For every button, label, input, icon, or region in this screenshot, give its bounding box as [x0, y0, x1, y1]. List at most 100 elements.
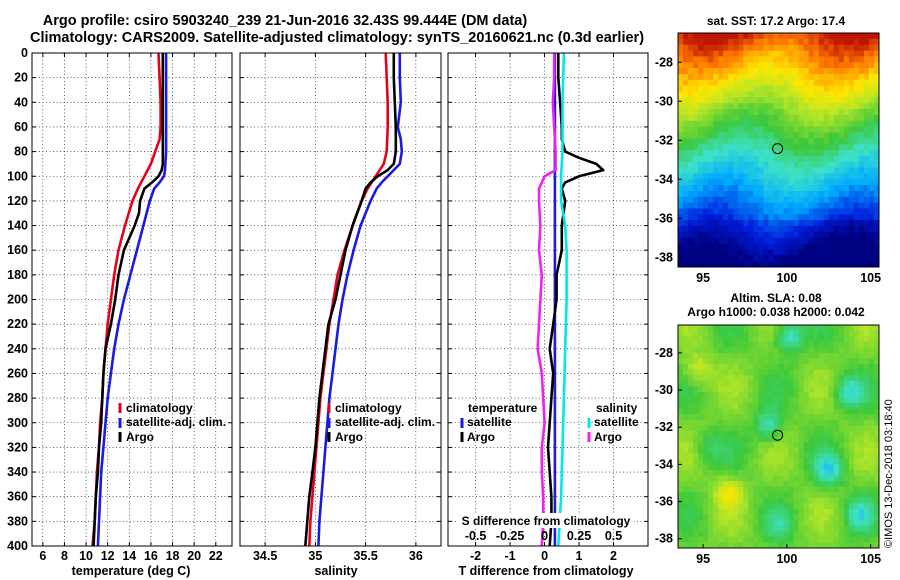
map-cell: [743, 358, 749, 365]
map-cell: [828, 430, 835, 438]
map-cell: [838, 167, 845, 174]
map-cell: [738, 231, 744, 239]
map-cell: [693, 120, 699, 128]
map-cell: [748, 453, 754, 460]
map-cell: [783, 190, 790, 198]
map-cell: [748, 419, 754, 426]
map-cell: [773, 464, 780, 471]
map-cell: [858, 375, 865, 382]
map-cell: [708, 243, 714, 251]
map-cell: [823, 167, 830, 174]
map-cell: [803, 442, 810, 449]
map-cell: [813, 497, 820, 504]
map-cell: [758, 403, 765, 410]
map-cell: [733, 132, 739, 139]
map-cell: [813, 464, 820, 471]
map-cell: [758, 386, 765, 393]
map-cell: [828, 208, 835, 215]
map-cell: [813, 261, 820, 267]
map-cell: [708, 486, 714, 493]
map-cell: [733, 243, 739, 251]
map-cell: [848, 419, 855, 426]
map-cell: [748, 214, 754, 221]
map-cell: [848, 33, 855, 40]
map-cell: [853, 397, 860, 404]
map-cell: [828, 44, 835, 52]
map-cell: [838, 347, 845, 354]
map-cell: [778, 231, 785, 239]
map-cell: [753, 380, 760, 387]
map-cell: [688, 190, 694, 198]
map-cell: [818, 173, 825, 180]
map-cell: [778, 475, 785, 482]
map-cell: [863, 391, 870, 399]
map-cell: [738, 261, 744, 267]
map-cell: [793, 220, 800, 227]
xtick-label: 36: [409, 549, 423, 563]
map-cell: [728, 62, 734, 69]
map-cell: [693, 397, 699, 404]
map-cell: [688, 352, 694, 360]
map-cell: [833, 109, 840, 116]
map-cell: [823, 255, 830, 262]
map-cell: [833, 91, 840, 98]
legend-label-t-argo: Argo: [467, 430, 495, 444]
map-cell: [808, 536, 815, 544]
map-cell: [678, 464, 684, 471]
map-cell: [773, 525, 780, 532]
map-cell: [818, 214, 825, 221]
map-cell: [828, 414, 835, 421]
map-cell: [793, 325, 800, 332]
map-cell: [758, 330, 765, 337]
map-cell: [803, 486, 810, 493]
map-cell: [873, 226, 879, 233]
map-cell: [858, 469, 865, 477]
map-cell: [693, 325, 699, 332]
map-cell: [793, 155, 800, 163]
ytick-label: 340: [7, 465, 28, 479]
map-cell: [728, 442, 734, 449]
map-cell: [753, 120, 760, 128]
map-cell: [853, 132, 860, 139]
map-cell: [838, 155, 845, 163]
map-cell: [783, 352, 790, 360]
map-cell: [868, 380, 875, 387]
map-ytick-label: -30: [655, 94, 673, 108]
map-cell: [708, 352, 714, 360]
difference-ticks: -2 -1 0 1 2-0.5 -0.25 0 0.25 0.5: [448, 52, 648, 563]
map-cell: [788, 62, 795, 69]
map-cell: [688, 436, 694, 443]
map-cell: [703, 243, 709, 251]
map-cell: [798, 514, 805, 521]
map-cell: [728, 341, 734, 348]
map-cell: [703, 386, 709, 393]
ytick-label: 80: [14, 145, 28, 159]
map-cell: [728, 132, 734, 139]
map-cell: [778, 514, 785, 521]
map-cell: [798, 542, 805, 548]
map-cell: [683, 237, 689, 245]
map-cell: [783, 144, 790, 151]
map-cell: [693, 430, 699, 438]
map-cell: [728, 68, 734, 75]
map-cell: [778, 481, 785, 488]
map-cell: [753, 243, 760, 251]
map-cell: [798, 458, 805, 465]
map-cell: [818, 138, 825, 145]
map-cell: [723, 85, 729, 93]
map-cell: [838, 330, 845, 337]
map-cell: [723, 214, 729, 221]
map-cell: [738, 109, 744, 116]
map-cell: [703, 167, 709, 174]
map-cell: [863, 419, 870, 426]
map-cell: [688, 150, 694, 157]
map-cell: [828, 352, 835, 360]
map-cell: [788, 85, 795, 93]
map-cell: [733, 56, 739, 63]
map-cell: [713, 358, 719, 365]
map-cell: [798, 336, 805, 343]
map-cell: [728, 508, 734, 516]
map-cell: [773, 220, 780, 227]
map-cell: [713, 126, 719, 134]
map-cell: [793, 330, 800, 337]
